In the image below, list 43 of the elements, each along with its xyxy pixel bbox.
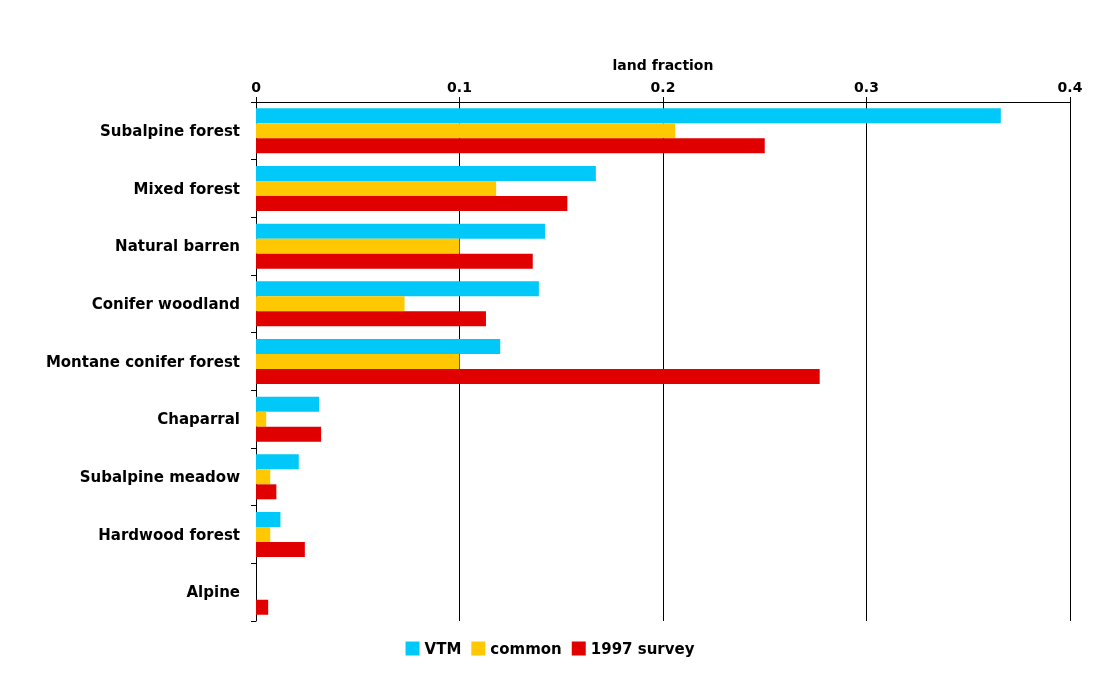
bar (256, 527, 271, 542)
y-tick-label: Hardwood forest (98, 525, 240, 544)
bar (256, 138, 765, 154)
bar (256, 311, 486, 327)
y-tick-label: Montane conifer forest (45, 352, 240, 371)
bar (256, 296, 405, 312)
bar (256, 253, 533, 269)
bar (256, 223, 545, 239)
bar (256, 181, 497, 196)
legend-label: 1997 survey (590, 639, 695, 658)
bar (256, 369, 820, 384)
y-tick-label: Conifer woodland (91, 294, 240, 313)
bar (256, 396, 320, 412)
y-tick-label: Mixed forest (133, 179, 240, 198)
bar (256, 108, 1001, 124)
x-tick-label: 0.4 (1057, 79, 1083, 95)
bar (256, 512, 281, 527)
legend-label: common (490, 639, 562, 658)
bar (256, 196, 568, 211)
y-tick-label: Natural barren (115, 237, 240, 256)
x-tick-label: 0.1 (447, 79, 472, 95)
x-tick-label: 0.2 (650, 79, 676, 95)
x-tick-label: 0 (251, 79, 262, 95)
bar (256, 238, 460, 254)
bar (256, 484, 277, 500)
y-tick-label: Subalpine meadow (79, 467, 241, 486)
bar (256, 426, 322, 442)
legend-label: VTM (424, 639, 462, 658)
bar (256, 166, 596, 181)
bar (256, 599, 269, 615)
bar (256, 454, 299, 470)
x-tick-label: 0.3 (854, 79, 879, 95)
bar (256, 123, 676, 139)
bar (256, 354, 460, 369)
bar (256, 542, 305, 557)
bar (256, 469, 271, 485)
y-tick-label: Chaparral (157, 410, 240, 429)
y-tick-label: Subalpine forest (100, 121, 240, 140)
bar (256, 281, 539, 297)
bar (256, 411, 267, 427)
x-axis-title: land fraction (612, 57, 714, 73)
y-tick-label: Alpine (186, 583, 240, 602)
bar (256, 339, 501, 354)
